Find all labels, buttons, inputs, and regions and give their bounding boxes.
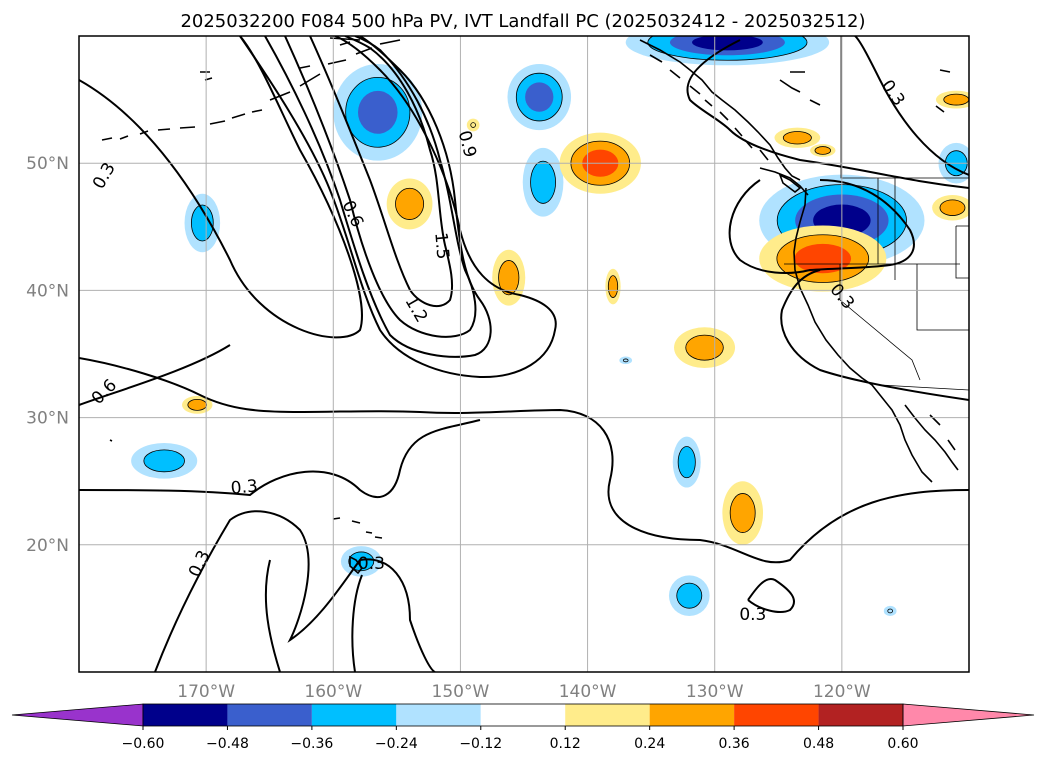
lon-tick-label: 130°W (686, 682, 744, 702)
map-frame (78, 35, 970, 673)
latitude-labels: 50°N 40°N 30°N 20°N (26, 154, 69, 556)
colorbar-segment (480, 704, 566, 726)
pv-shade-5-level-1 (143, 449, 185, 472)
ivt-contour-7 (677, 446, 696, 479)
colorbar-under-extension (11, 703, 144, 727)
lat-tick-label: 50°N (26, 154, 69, 174)
pv-shade-24-level-1 (814, 146, 831, 155)
pv-shade-18-level-1 (187, 399, 207, 411)
colorbar-tick-label: −0.36 (290, 736, 333, 752)
colorbar-segment (565, 704, 650, 726)
lon-tick-label: 120°W (813, 682, 871, 702)
pv-shade-12-level-0 (883, 605, 897, 617)
ivt-contour-8 (676, 582, 703, 609)
pv-shading (131, 36, 969, 617)
map-area: 0.30.60.30.3 0.30.60.91.51.20.30.30.3 (79, 36, 969, 672)
colorbar-tick-label: 0.48 (803, 736, 834, 752)
ivt-contour-3 (190, 204, 214, 242)
pv-shade-2-level-2 (525, 82, 554, 112)
pv-shade-8-level-1 (676, 583, 702, 609)
ivt-contour-12 (887, 608, 893, 614)
pv-shade-0-level-2 (358, 90, 398, 134)
colorbar-tick-label: 0.12 (550, 736, 581, 752)
pv-shade-4-level-1 (530, 161, 556, 204)
colorbar-tick-label: −0.12 (459, 736, 502, 752)
lat-tick-label: 20°N (26, 536, 69, 556)
ivt-contour-20 (776, 234, 870, 283)
longitude-labels: 170°W 160°W 150°W 140°W 130°W 120°W (177, 682, 871, 702)
colorbar: −0.60 −0.48 −0.36 −0.24 −0.12 0.12 0.24 0.36 0.4… (11, 703, 1035, 752)
lon-tick-label: 140°W (559, 682, 617, 702)
pv-shade-21-level-1 (783, 131, 812, 145)
lat-tick-label: 40°N (26, 281, 69, 301)
ivt-contour-19 (729, 493, 756, 533)
lon-tick-label: 150°W (432, 682, 490, 702)
pv-shade-15-level-1 (498, 260, 519, 295)
colorbar-segment (143, 704, 228, 726)
coastlines (101, 37, 959, 575)
ivt-contour-2 (515, 72, 563, 122)
ivt-contour-24 (814, 146, 832, 155)
colorbar-segment (396, 704, 481, 726)
colorbar-segment (311, 704, 397, 726)
pv-shade-19-level-1 (730, 493, 756, 533)
pv-shade-9-level-3 (692, 36, 763, 51)
colorbar-tick-label: 0.36 (719, 736, 750, 752)
colorbar-tick-label: 0.24 (634, 736, 665, 752)
colorbar-segment (227, 704, 312, 726)
ivt-contour-4 (530, 160, 556, 204)
ivt-contour-17 (685, 334, 724, 361)
ivt-contour-1 (622, 358, 629, 363)
pv-shade-1-level-0 (619, 356, 633, 365)
colorbar-segment (649, 704, 735, 726)
pv-contours (79, 36, 969, 672)
pv-shade-16-level-1 (608, 275, 618, 298)
ivt-contour-15 (498, 260, 520, 296)
contour-label: 0.3 (358, 554, 385, 574)
ivt-contour-22 (939, 199, 966, 216)
pv-shade-7-level-1 (678, 446, 696, 478)
pv-shade-25-level-0 (466, 118, 480, 132)
pv-shade-3-level-1 (191, 204, 214, 241)
pv-shade-13-level-1 (395, 188, 424, 220)
pv-shade-20-level-2 (794, 243, 852, 274)
pv-shade-23-level-1 (943, 94, 969, 106)
colorbar-segment (734, 704, 819, 726)
ivt-contour-21 (782, 131, 812, 145)
lon-tick-label: 160°W (304, 682, 362, 702)
ivt-contour-5 (143, 449, 185, 473)
colorbar-frame (142, 703, 904, 727)
ivt-contour-0 (345, 77, 411, 148)
ivt-contour-16 (607, 275, 619, 298)
ivt-contour-6 (348, 551, 375, 572)
gridlines (79, 36, 969, 672)
ivt-contour-13 (395, 187, 425, 220)
contour-label: 1.5 (430, 232, 452, 261)
pv-shade-22-level-1 (939, 199, 965, 216)
colorbar-tick-label: −0.60 (122, 736, 165, 752)
lon-tick-label: 170°W (177, 682, 235, 702)
political-borders (784, 36, 969, 391)
ivt-contour-25 (470, 122, 476, 128)
chart-title: 2025032200 F084 500 hPa PV, IVT Landfall… (180, 11, 865, 32)
colorbar-tick-label: −0.24 (375, 736, 418, 752)
colorbar-tick-label: −0.48 (206, 736, 249, 752)
contour-label: 0.3 (739, 605, 766, 625)
colorbar-over-extension (902, 703, 1035, 727)
colorbar-segment (818, 704, 903, 726)
ivt-contour-9 (647, 36, 808, 61)
contour-label: 0.3 (230, 476, 259, 498)
colorbar-tick-label: 0.60 (887, 736, 918, 752)
pv-shade-17-level-1 (685, 335, 724, 361)
lat-tick-label: 30°N (26, 409, 69, 429)
